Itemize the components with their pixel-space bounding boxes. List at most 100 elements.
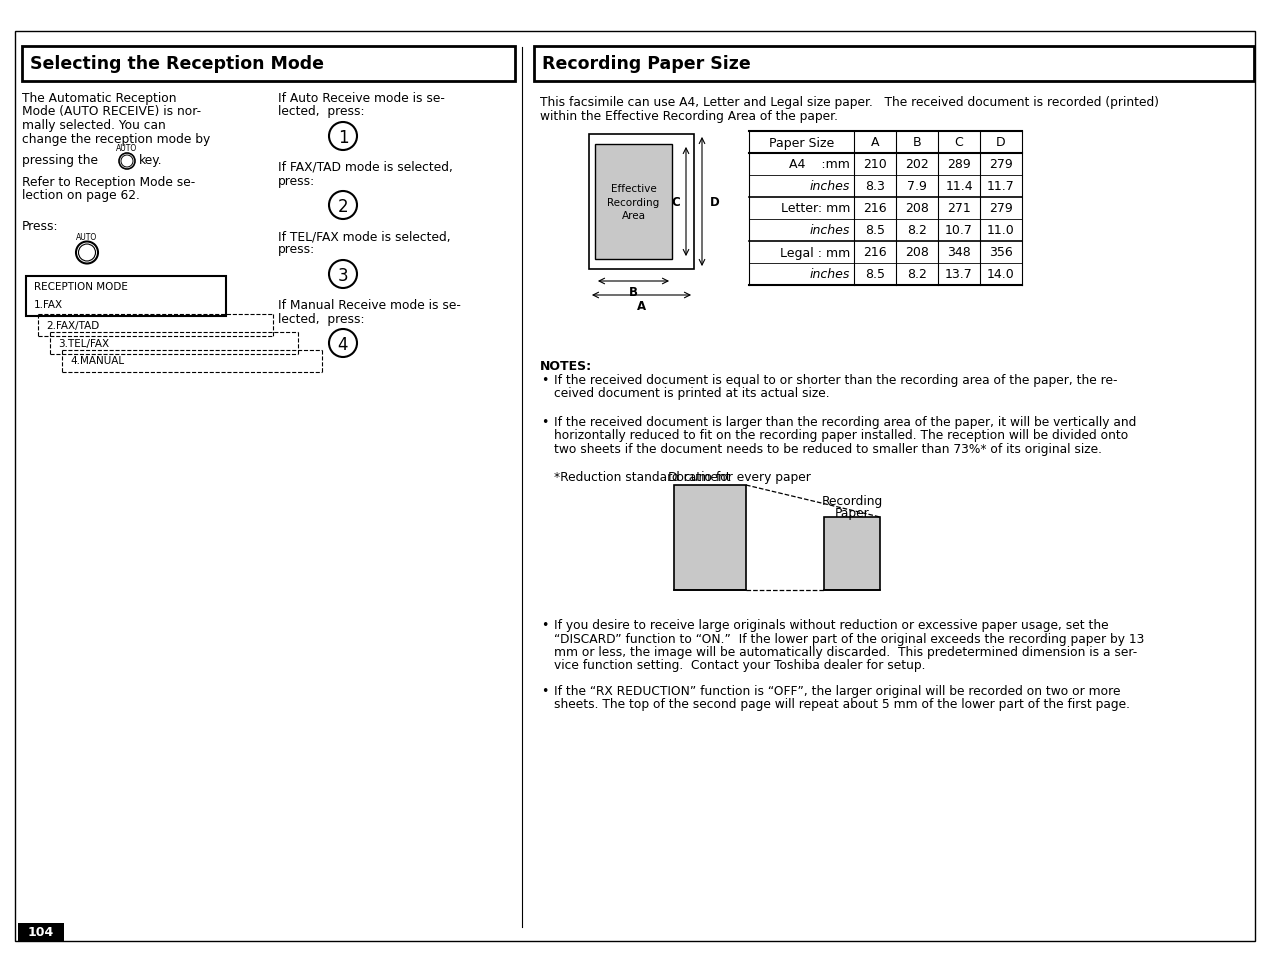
Text: 348: 348 bbox=[947, 246, 971, 259]
Text: 289: 289 bbox=[947, 158, 971, 172]
Text: A: A bbox=[871, 136, 879, 150]
Text: 3: 3 bbox=[338, 267, 348, 285]
Text: 202: 202 bbox=[905, 158, 929, 172]
Text: AUTO: AUTO bbox=[76, 233, 98, 241]
Bar bbox=[25, 276, 226, 316]
Text: lection on page 62.: lection on page 62. bbox=[22, 190, 140, 202]
Text: 8.3: 8.3 bbox=[865, 180, 884, 193]
Text: 104: 104 bbox=[28, 925, 55, 939]
Text: within the Effective Recording Area of the paper.: within the Effective Recording Area of t… bbox=[541, 110, 838, 123]
Text: Selecting the Reception Mode: Selecting the Reception Mode bbox=[30, 55, 324, 73]
Text: 1.FAX: 1.FAX bbox=[34, 299, 63, 309]
Text: two sheets if the document needs to be reduced to smaller than 73%* of its origi: two sheets if the document needs to be r… bbox=[555, 442, 1101, 456]
Text: *Reduction standard ratio for every paper: *Reduction standard ratio for every pape… bbox=[555, 471, 811, 483]
Text: 216: 216 bbox=[863, 246, 887, 259]
Text: 1: 1 bbox=[338, 129, 348, 147]
Text: AUTO: AUTO bbox=[117, 144, 137, 152]
Text: If the received document is larger than the recording area of the paper, it will: If the received document is larger than … bbox=[555, 416, 1136, 429]
Text: 3.TEL/FAX: 3.TEL/FAX bbox=[58, 338, 109, 348]
Text: Effective
Recording
Area: Effective Recording Area bbox=[608, 184, 660, 220]
Text: 11.7: 11.7 bbox=[987, 180, 1015, 193]
Text: 11.0: 11.0 bbox=[987, 224, 1015, 237]
Text: Recording: Recording bbox=[821, 495, 883, 508]
Text: horizontally reduced to fit on the recording paper installed. The reception will: horizontally reduced to fit on the recor… bbox=[555, 429, 1128, 442]
Text: Paper Size: Paper Size bbox=[769, 136, 834, 150]
Text: A: A bbox=[637, 300, 646, 314]
Text: Legal : mm: Legal : mm bbox=[779, 246, 850, 259]
Bar bbox=[824, 517, 879, 590]
Text: ceived document is printed at its actual size.: ceived document is printed at its actual… bbox=[555, 387, 830, 400]
Text: 8.5: 8.5 bbox=[865, 268, 884, 281]
Text: D: D bbox=[709, 195, 720, 209]
Text: pressing the: pressing the bbox=[22, 153, 98, 167]
Text: •: • bbox=[542, 618, 548, 631]
Text: 2.FAX/TAD: 2.FAX/TAD bbox=[46, 320, 99, 330]
Text: •: • bbox=[542, 684, 548, 698]
Text: If you desire to receive large originals without reduction or excessive paper us: If you desire to receive large originals… bbox=[555, 618, 1109, 631]
Text: 271: 271 bbox=[947, 202, 971, 215]
Text: Paper: Paper bbox=[835, 507, 869, 520]
Bar bbox=[589, 135, 694, 270]
Text: lected,  press:: lected, press: bbox=[278, 313, 364, 325]
Text: mally selected. You can: mally selected. You can bbox=[22, 119, 166, 132]
Text: 356: 356 bbox=[989, 246, 1013, 259]
Text: inches: inches bbox=[810, 224, 850, 237]
Text: Mode (AUTO RECEIVE) is nor-: Mode (AUTO RECEIVE) is nor- bbox=[22, 106, 201, 118]
Text: 216: 216 bbox=[863, 202, 887, 215]
Text: 4.MANUAL: 4.MANUAL bbox=[70, 356, 124, 366]
Text: Press:: Press: bbox=[22, 220, 58, 233]
Text: If TEL/FAX mode is selected,: If TEL/FAX mode is selected, bbox=[278, 230, 450, 243]
Text: 8.5: 8.5 bbox=[865, 224, 884, 237]
Text: •: • bbox=[542, 374, 548, 387]
Text: If the “RX REDUCTION” function is “OFF”, the larger original will be recorded on: If the “RX REDUCTION” function is “OFF”,… bbox=[555, 684, 1121, 698]
Text: 7.9: 7.9 bbox=[907, 180, 926, 193]
Text: The Automatic Reception: The Automatic Reception bbox=[22, 91, 176, 105]
Text: If the received document is equal to or shorter than the recording area of the p: If the received document is equal to or … bbox=[555, 374, 1118, 387]
Text: inches: inches bbox=[810, 268, 850, 281]
Text: 2: 2 bbox=[338, 198, 348, 215]
Text: NOTES:: NOTES: bbox=[541, 359, 593, 373]
Text: 10.7: 10.7 bbox=[945, 224, 973, 237]
Text: This facsimile can use A4, Letter and Legal size paper.   The received document : This facsimile can use A4, Letter and Le… bbox=[541, 96, 1159, 109]
Bar bbox=[674, 485, 746, 590]
Text: B: B bbox=[912, 136, 921, 150]
Text: press:: press: bbox=[278, 243, 315, 256]
Text: Refer to Reception Mode se-: Refer to Reception Mode se- bbox=[22, 175, 195, 189]
Text: 279: 279 bbox=[989, 158, 1013, 172]
Bar bbox=[22, 47, 515, 82]
Text: lected,  press:: lected, press: bbox=[278, 106, 364, 118]
Text: 279: 279 bbox=[989, 202, 1013, 215]
Text: C: C bbox=[671, 195, 680, 209]
Text: A4    :mm: A4 :mm bbox=[789, 158, 850, 172]
Text: sheets. The top of the second page will repeat about 5 mm of the lower part of t: sheets. The top of the second page will … bbox=[555, 698, 1129, 711]
Text: 11.4: 11.4 bbox=[945, 180, 973, 193]
Text: If Manual Receive mode is se-: If Manual Receive mode is se- bbox=[278, 298, 461, 312]
Bar bbox=[595, 145, 673, 260]
Text: D: D bbox=[996, 136, 1006, 150]
Text: Document: Document bbox=[669, 471, 732, 484]
Text: Recording Paper Size: Recording Paper Size bbox=[542, 55, 751, 73]
Text: C: C bbox=[954, 136, 963, 150]
Text: 14.0: 14.0 bbox=[987, 268, 1015, 281]
Text: RECEPTION MODE: RECEPTION MODE bbox=[34, 281, 128, 292]
Text: 8.2: 8.2 bbox=[907, 224, 926, 237]
Bar bbox=[18, 923, 63, 941]
Text: B: B bbox=[629, 286, 638, 299]
Text: “DISCARD” function to “ON.”  If the lower part of the original exceeds the recor: “DISCARD” function to “ON.” If the lower… bbox=[555, 632, 1145, 645]
Text: If FAX/TAD mode is selected,: If FAX/TAD mode is selected, bbox=[278, 161, 453, 173]
Text: 4: 4 bbox=[338, 335, 348, 354]
Text: change the reception mode by: change the reception mode by bbox=[22, 132, 211, 146]
Text: •: • bbox=[542, 416, 548, 429]
Text: 210: 210 bbox=[863, 158, 887, 172]
Text: 13.7: 13.7 bbox=[945, 268, 973, 281]
Text: key.: key. bbox=[140, 153, 162, 167]
Text: 8.2: 8.2 bbox=[907, 268, 926, 281]
Text: If Auto Receive mode is se-: If Auto Receive mode is se- bbox=[278, 91, 445, 105]
Text: 208: 208 bbox=[905, 246, 929, 259]
Text: press:: press: bbox=[278, 174, 315, 188]
Bar bbox=[534, 47, 1254, 82]
Text: Letter: mm: Letter: mm bbox=[780, 202, 850, 215]
Text: 208: 208 bbox=[905, 202, 929, 215]
Text: vice function setting.  Contact your Toshiba dealer for setup.: vice function setting. Contact your Tosh… bbox=[555, 659, 925, 672]
Text: mm or less, the image will be automatically discarded.  This predetermined dimen: mm or less, the image will be automatica… bbox=[555, 645, 1137, 659]
